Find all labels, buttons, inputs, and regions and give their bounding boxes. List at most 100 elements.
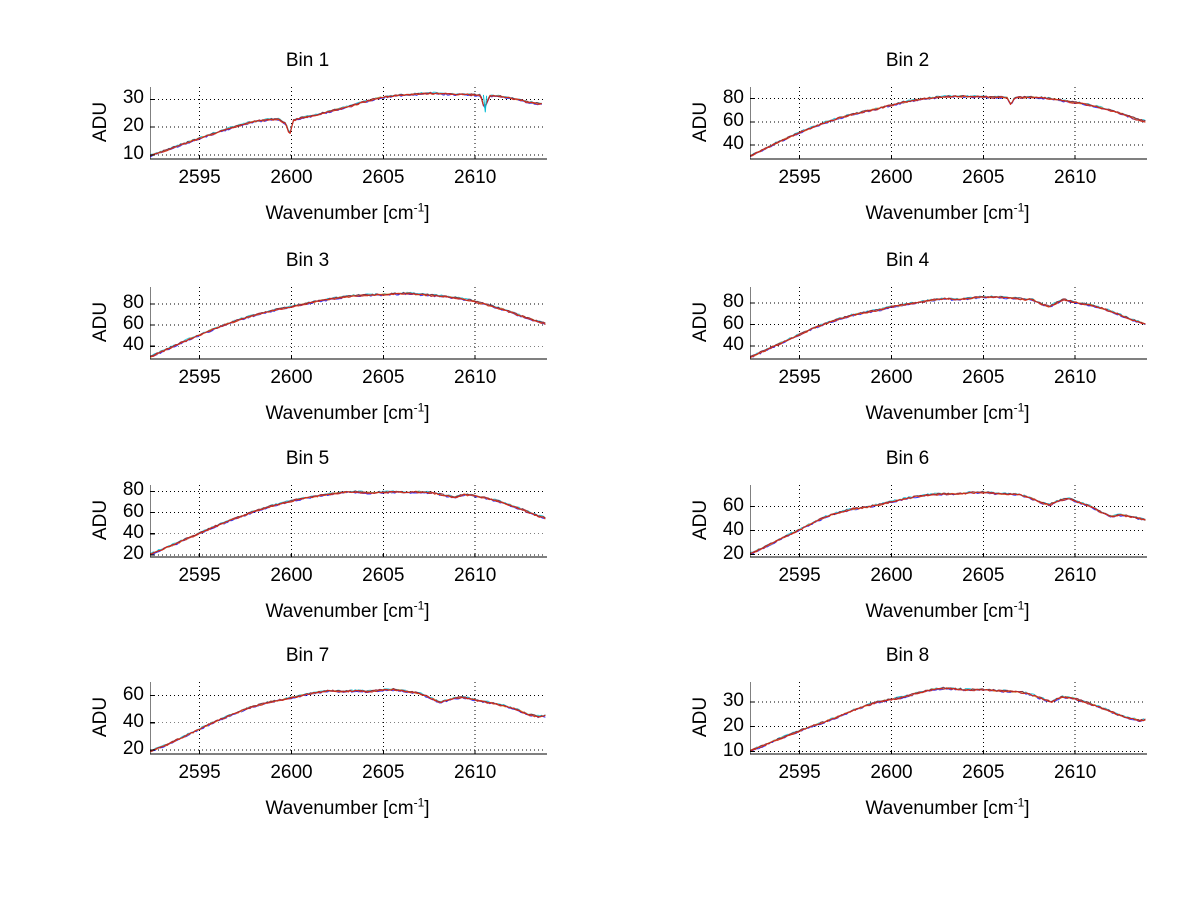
x-tick-label: 2595 bbox=[178, 367, 221, 388]
spectrum-trace-scan-blue bbox=[750, 296, 1146, 358]
x-axis-label-base: Wavenumber [cm bbox=[265, 798, 414, 819]
x-tick-label: 2610 bbox=[454, 565, 497, 586]
spectrum-trace-scan-red bbox=[150, 292, 546, 358]
x-axis-label-base: Wavenumber [cm bbox=[865, 403, 1014, 424]
subplot-bin-5: Bin 5 ADU 20 40 60 80 2595 2600 2605 2610 Wavenumb… bbox=[70, 448, 585, 647]
plot-area bbox=[750, 682, 1147, 755]
spectrum-trace-scan-blue bbox=[750, 688, 1146, 753]
y-tick-label: 60 bbox=[722, 312, 744, 334]
y-tick-label: 40 bbox=[722, 518, 744, 540]
x-axis-label-exponent: -1 bbox=[413, 598, 425, 613]
subplot-bin-1: Bin 1 ADU 10 20 30 2595 2600 2605 2610 Wavenumber… bbox=[70, 50, 585, 249]
x-axis-label-exponent: -1 bbox=[1013, 795, 1025, 810]
spectrum-trace-scan-darkred bbox=[150, 490, 546, 556]
subplot-bin-6: Bin 6 ADU 20 40 60 2595 2600 2605 2610 Wavenumber… bbox=[670, 448, 1185, 647]
spectrum-trace-scan-blue bbox=[150, 491, 546, 556]
x-tick-label: 2610 bbox=[1054, 367, 1097, 388]
x-tick-label: 2610 bbox=[1054, 565, 1097, 586]
spectrum-trace-scan-red bbox=[750, 687, 1146, 752]
spectrum-trace-scan-red bbox=[150, 92, 542, 157]
x-tick-label: 2605 bbox=[962, 167, 1005, 188]
plot-area bbox=[750, 485, 1147, 558]
axis-spines bbox=[150, 485, 547, 558]
y-tick-label: 40 bbox=[122, 521, 144, 543]
axis-spines bbox=[750, 287, 1147, 360]
spectrum-trace-scan-cyan bbox=[150, 291, 546, 357]
x-tick-label: 2595 bbox=[778, 762, 821, 783]
x-axis-label-base: Wavenumber [cm bbox=[265, 203, 414, 224]
x-tick-label: 2595 bbox=[178, 762, 221, 783]
x-axis-label-exponent: -1 bbox=[413, 400, 425, 415]
x-tick-label: 2600 bbox=[270, 762, 313, 783]
x-axis-label-base: Wavenumber [cm bbox=[265, 601, 414, 622]
spectrum-trace-scan-darkred bbox=[750, 295, 1146, 358]
x-axis-label-base: Wavenumber [cm bbox=[865, 203, 1014, 224]
subplot-title: Bin 7 bbox=[285, 645, 330, 666]
x-tick-label: 2595 bbox=[178, 167, 221, 188]
spectrum-trace-scan-cyan bbox=[150, 490, 546, 555]
subplot-bin-4: Bin 4 ADU 40 60 80 2595 2600 2605 2610 Wavenumber… bbox=[670, 250, 1185, 449]
spectrum-trace-scan-orange bbox=[750, 491, 1146, 555]
spectrum-trace-scan-orange bbox=[750, 296, 1146, 358]
subplot-title: Bin 6 bbox=[885, 448, 930, 469]
y-tick-label: 60 bbox=[122, 500, 144, 522]
y-tick-label: 40 bbox=[122, 334, 144, 356]
x-axis-label: Wavenumber [cm-1] bbox=[150, 598, 545, 623]
x-axis-label-tail: ] bbox=[424, 203, 430, 224]
axis-spines bbox=[150, 682, 547, 755]
x-tick-label: 2600 bbox=[870, 762, 913, 783]
plot-area bbox=[150, 87, 547, 160]
spectrum-trace-scan-cyan bbox=[750, 687, 1146, 752]
y-tick-label: 30 bbox=[722, 689, 744, 711]
y-tick-label: 80 bbox=[722, 86, 744, 108]
spectrum-trace-scan-cyan bbox=[150, 687, 546, 752]
x-tick-label: 2600 bbox=[270, 167, 313, 188]
spectrum-trace-scan-orange bbox=[150, 688, 546, 752]
y-tick-label: 60 bbox=[122, 683, 144, 705]
x-tick-label: 2605 bbox=[962, 565, 1005, 586]
x-axis-label-tail: ] bbox=[1024, 798, 1030, 819]
subplot-title: Bin 4 bbox=[885, 250, 930, 271]
spectrum-trace-scan-darkred bbox=[750, 491, 1146, 555]
spectrum-trace-scan-darkred bbox=[150, 688, 546, 752]
x-axis-label-tail: ] bbox=[424, 798, 430, 819]
spectrum-trace-scan-cyan bbox=[750, 490, 1146, 554]
x-tick-label: 2610 bbox=[1054, 167, 1097, 188]
subplot-bin-2: Bin 2 ADU 40 60 80 2595 2600 2605 2610 Wavenumber… bbox=[670, 50, 1185, 249]
y-tick-label: 40 bbox=[722, 334, 744, 356]
x-axis-label: Wavenumber [cm-1] bbox=[750, 600, 1145, 623]
x-tick-label: 2600 bbox=[270, 565, 313, 586]
x-axis-label-tail: ] bbox=[1024, 203, 1030, 224]
x-tick-label: 2610 bbox=[454, 367, 497, 388]
y-tick-label: 10 bbox=[122, 142, 144, 164]
x-tick-label: 2595 bbox=[778, 565, 821, 586]
plot-area bbox=[750, 287, 1147, 360]
x-axis-label-tail: ] bbox=[1024, 403, 1030, 424]
plot-area bbox=[750, 87, 1147, 160]
x-axis-label-base: Wavenumber [cm bbox=[865, 798, 1014, 819]
y-tick-label: 20 bbox=[722, 714, 744, 736]
spectrum-trace-scan-orange bbox=[150, 292, 546, 358]
y-tick-label: 80 bbox=[122, 479, 144, 501]
axis-spines bbox=[150, 87, 547, 160]
y-tick-label: 20 bbox=[122, 542, 144, 564]
subplot-title: Bin 3 bbox=[285, 250, 330, 271]
subplot-title: Bin 5 bbox=[285, 448, 330, 469]
x-axis-label: Wavenumber [cm-1] bbox=[150, 400, 545, 425]
spectrum-trace-scan-orange bbox=[150, 490, 546, 555]
x-axis-label-tail: ] bbox=[424, 403, 430, 424]
y-tick-label: 20 bbox=[722, 542, 744, 564]
x-tick-label: 2600 bbox=[870, 565, 913, 586]
spectrum-trace-scan-blue bbox=[150, 689, 546, 752]
y-tick-label: 40 bbox=[722, 133, 744, 155]
x-tick-label: 2605 bbox=[362, 167, 405, 188]
plot-area bbox=[150, 287, 547, 360]
plot-area bbox=[150, 485, 547, 558]
spectrum-trace-scan-red bbox=[750, 491, 1146, 555]
x-tick-label: 2595 bbox=[778, 167, 821, 188]
y-tick-label: 60 bbox=[722, 109, 744, 131]
x-axis-label-tail: ] bbox=[1024, 601, 1030, 622]
axis-spines bbox=[750, 485, 1147, 558]
x-tick-label: 2605 bbox=[962, 367, 1005, 388]
x-tick-label: 2610 bbox=[1054, 762, 1097, 783]
